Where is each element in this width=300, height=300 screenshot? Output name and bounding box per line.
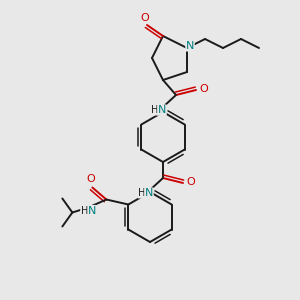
Text: H: H xyxy=(151,105,159,115)
Text: N: N xyxy=(158,105,166,115)
Text: N: N xyxy=(145,188,153,198)
Text: O: O xyxy=(86,175,95,184)
Text: N: N xyxy=(88,206,97,215)
Text: H: H xyxy=(138,188,146,198)
Text: H: H xyxy=(81,206,88,215)
Text: O: O xyxy=(187,177,195,187)
Text: O: O xyxy=(200,84,208,94)
Text: N: N xyxy=(186,41,194,51)
Text: O: O xyxy=(141,13,149,23)
